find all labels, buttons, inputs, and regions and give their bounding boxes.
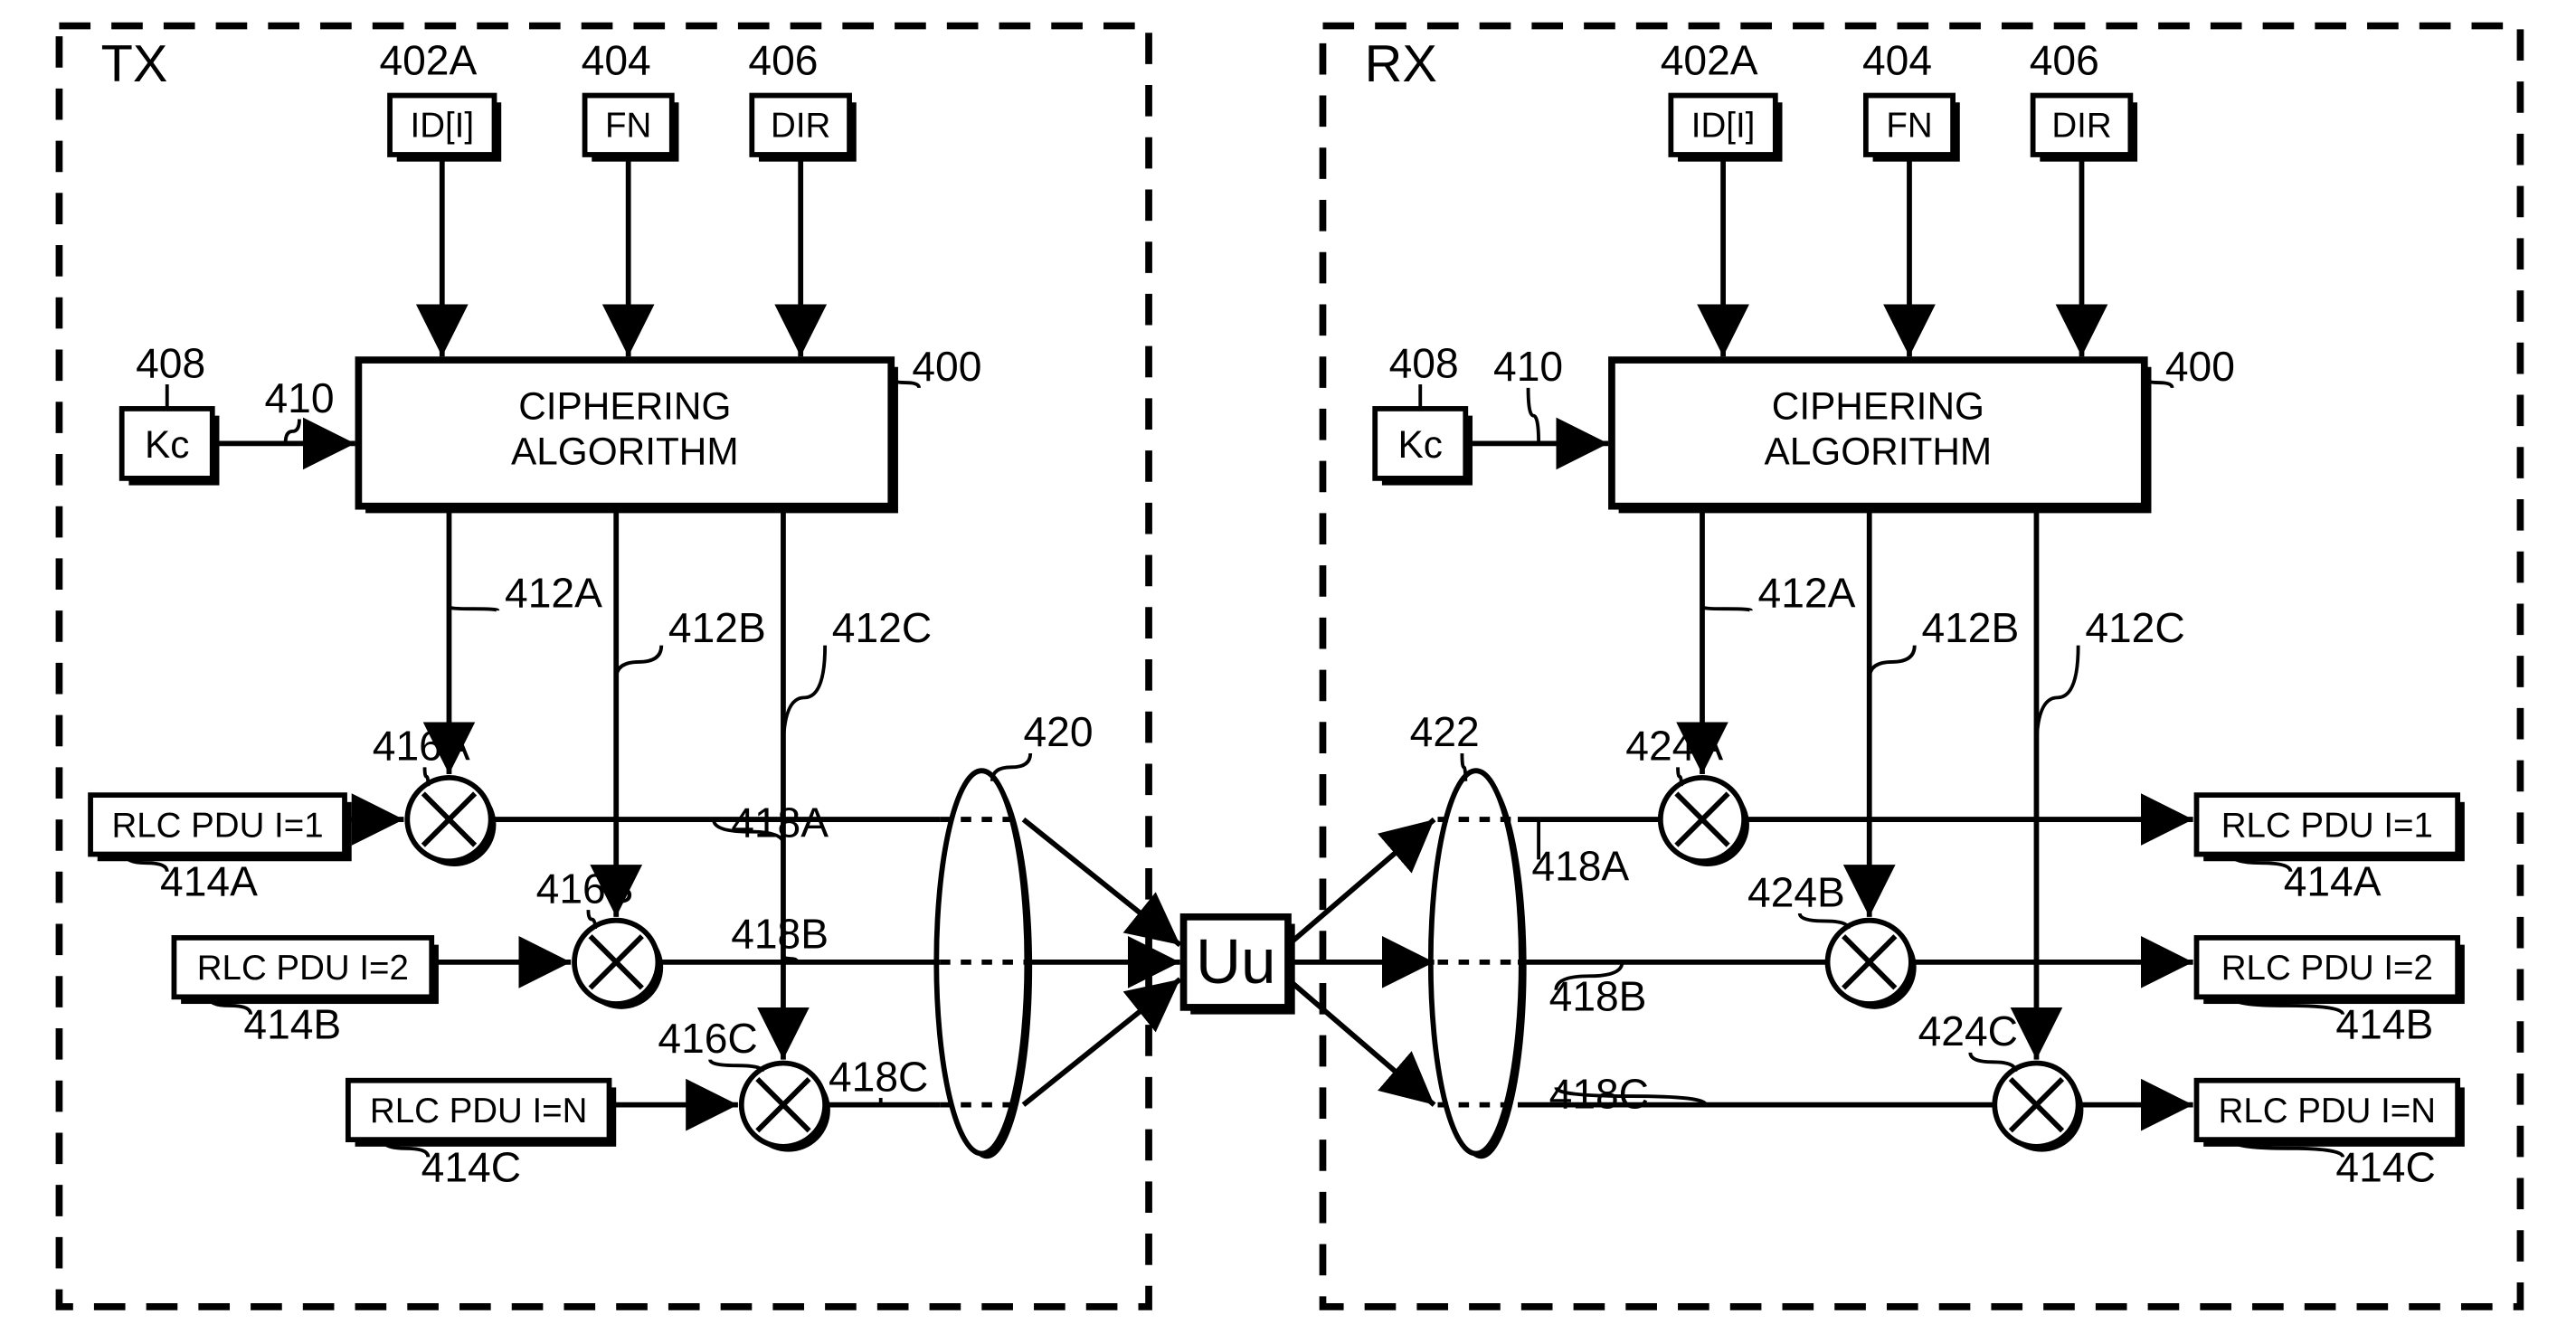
- mixer-ref-2: 416C: [658, 1015, 757, 1062]
- pdu-ref-1: 414B: [2335, 1001, 2433, 1048]
- ref-412-1: 412B: [1921, 604, 2019, 651]
- pdu-label-2: RLC PDU I=N: [2219, 1092, 2437, 1130]
- pdu-ref-1: 414B: [243, 1001, 341, 1048]
- tx-title: TX: [101, 35, 168, 93]
- ref-412-0: 412A: [1758, 569, 1856, 616]
- pdu-ref-0: 414A: [2284, 858, 2382, 905]
- pdu-ref-2: 414C: [421, 1143, 521, 1190]
- algo-label-2: ALGORITHM: [1765, 430, 1993, 473]
- rx-title: RX: [1365, 35, 1437, 93]
- pdu-ref-0: 414A: [160, 858, 258, 905]
- kc-label: Kc: [1398, 423, 1443, 466]
- pdu-ref-2: 414C: [2335, 1143, 2435, 1190]
- algo-label-1: CIPHERING: [1772, 384, 1984, 427]
- fn-box-label: FN: [605, 107, 651, 146]
- ref-412-2: 412C: [832, 604, 932, 651]
- id-ref: 402A: [379, 36, 477, 83]
- fn-box-label: FN: [1886, 107, 1932, 146]
- dir-box-label: DIR: [771, 107, 830, 146]
- id-box-label: ID[I]: [411, 107, 475, 146]
- algo-ref: 400: [2165, 343, 2235, 390]
- ref-418-rx-0: 418A: [1531, 842, 1629, 889]
- uu-label: Uu: [1196, 926, 1276, 997]
- mixer-ref-0: 416A: [373, 723, 470, 770]
- kc-ref: 408: [1389, 339, 1459, 386]
- dir-ref: 406: [748, 36, 818, 83]
- mixer-ref-2: 424C: [1918, 1007, 2018, 1055]
- id-ref: 402A: [1661, 36, 1758, 83]
- mux-ref: 420: [1024, 708, 1094, 755]
- demux-ref: 422: [1410, 708, 1480, 755]
- mixer-ref-1: 424B: [1747, 868, 1845, 915]
- fn-ref: 404: [1862, 36, 1932, 83]
- kc-ref: 408: [136, 339, 205, 386]
- fn-ref: 404: [582, 36, 651, 83]
- ref-412-0: 412A: [505, 569, 602, 616]
- ref-418-1: 418B: [731, 910, 829, 957]
- id-box-label: ID[I]: [1691, 107, 1756, 146]
- kc-arrow-ref: 410: [1493, 343, 1563, 390]
- kc-arrow-ref: 410: [264, 374, 334, 421]
- ref-418-2: 418C: [829, 1053, 928, 1100]
- dir-box-label: DIR: [2051, 107, 2111, 146]
- algo-ref: 400: [912, 343, 981, 390]
- algo-label-2: ALGORITHM: [511, 430, 739, 473]
- pdu-label-1: RLC PDU I=2: [2221, 949, 2433, 988]
- mixer-ref-1: 416B: [536, 865, 634, 912]
- pdu-label-0: RLC PDU I=1: [2221, 806, 2433, 845]
- pdu-label-0: RLC PDU I=1: [111, 806, 323, 845]
- kc-label: Kc: [145, 423, 189, 466]
- ref-412-1: 412B: [668, 604, 766, 651]
- pdu-label-2: RLC PDU I=N: [370, 1092, 588, 1130]
- algo-label-1: CIPHERING: [518, 384, 731, 427]
- dir-ref: 406: [2030, 36, 2099, 83]
- mixer-ref-0: 424A: [1625, 723, 1723, 770]
- pdu-label-1: RLC PDU I=2: [197, 949, 409, 988]
- ref-412-2: 412C: [2085, 604, 2184, 651]
